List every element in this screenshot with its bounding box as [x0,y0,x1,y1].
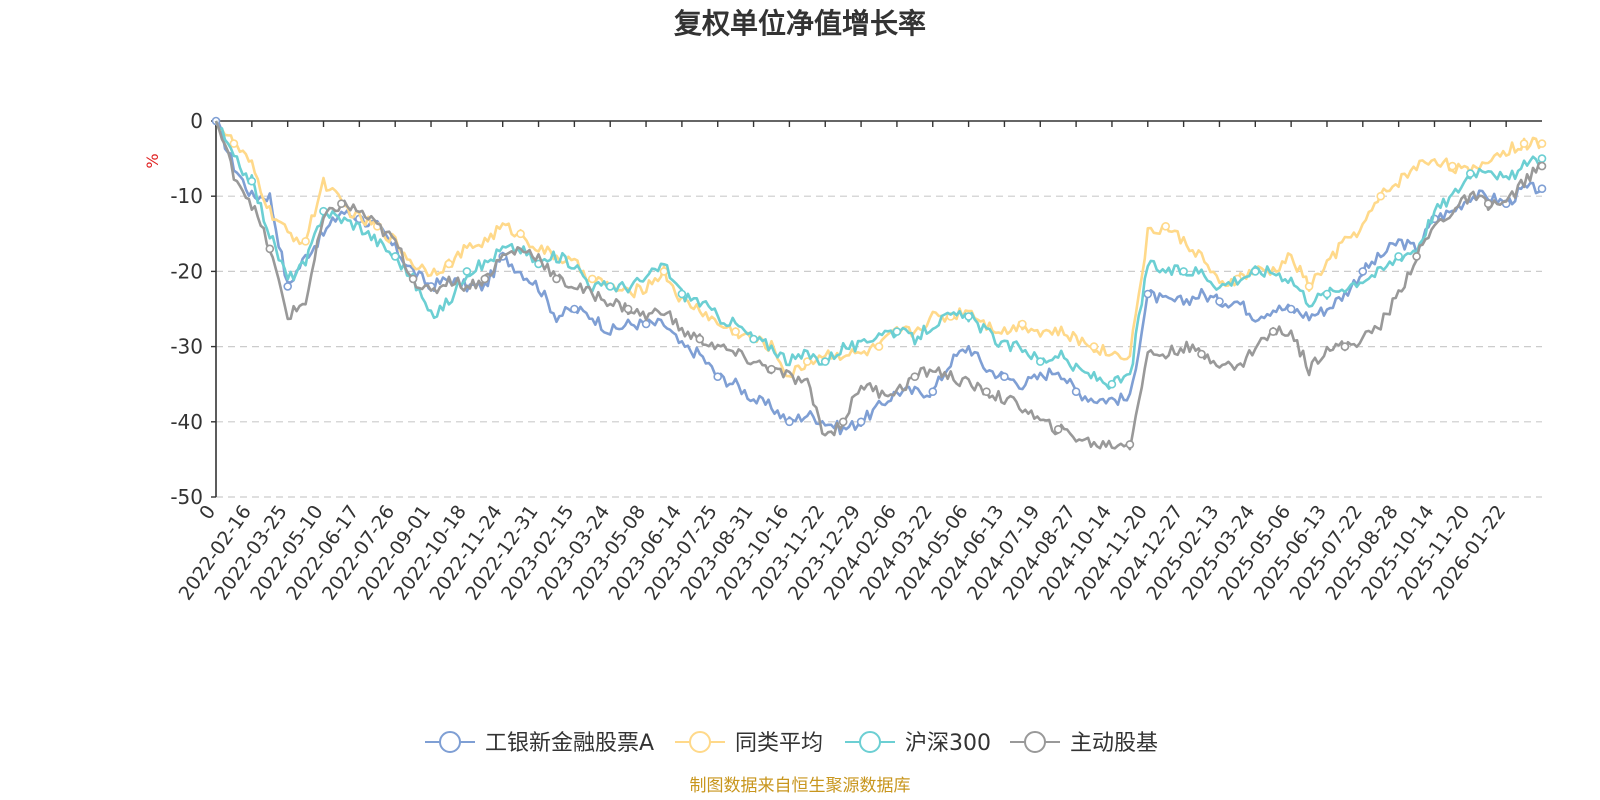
data-point [390,252,400,261]
legend-label: 同类平均 [735,731,823,756]
data-point [874,342,884,351]
data-point [1053,424,1063,434]
data-point [713,372,723,382]
data-point [480,274,490,284]
data-point [1143,289,1153,299]
data-point [1000,372,1009,382]
data-point [856,417,866,427]
data-point [408,274,418,284]
data-point [1161,222,1170,231]
source-note: 制图数据来自恒生聚源数据库 [690,776,911,796]
data-point [695,334,705,344]
data-point [1412,252,1421,261]
data-point [1215,297,1224,306]
chart-title: 复权单位净值增长率 [674,7,926,40]
data-point [1125,440,1135,449]
data-point [265,244,275,254]
data-point [1376,191,1385,201]
data-point [462,267,472,276]
y-axis-unit: % [143,153,162,168]
data-point [1304,282,1314,291]
y-tick-label: -30 [170,335,203,359]
data-point [1251,267,1260,276]
data-point [1197,349,1206,359]
data-point [1268,327,1278,336]
data-point [623,304,633,314]
data-point [910,372,920,382]
data-point [1537,139,1547,148]
legend[interactable]: 工银新金融股票A 同类平均 沪深300 主动股基 [425,731,1158,756]
data-point [1483,199,1493,208]
data-point [570,304,579,314]
legend-marker-icon [689,731,711,753]
series-lines [211,116,1547,451]
series-line [214,120,1543,451]
series-line [215,120,1543,436]
data-point [1036,357,1045,366]
data-point [1537,161,1547,171]
data-point [1286,304,1296,314]
series-line [214,120,1544,379]
legend-item[interactable]: 沪深300 [845,731,991,756]
data-point [229,139,239,148]
data-point [1179,267,1188,276]
data-point [1089,342,1099,351]
legend-item[interactable]: 同类平均 [675,731,823,756]
data-point [1358,267,1368,276]
data-point [1394,252,1403,261]
data-point [1071,387,1081,397]
data-point [247,176,257,186]
y-tick-label: 0 [190,109,203,133]
y-tick-label: -20 [170,259,203,283]
data-point [1322,289,1332,299]
data-point [1448,161,1457,171]
legend-item[interactable]: 工银新金融股票A [425,731,654,756]
data-point [516,229,525,239]
y-tick-label: -10 [170,184,203,208]
data-point [283,282,293,291]
legend-label: 主动股基 [1070,731,1158,756]
data-point [892,327,902,336]
data-point [785,417,794,427]
data-point [1519,139,1529,148]
data-point [587,274,597,284]
data-point [1018,319,1027,329]
data-point [677,289,687,299]
legend-label: 沪深300 [905,731,991,756]
data-point [659,267,669,276]
data-point [1107,379,1117,389]
data-point [641,319,651,329]
data-point [928,387,938,397]
data-point [802,357,812,366]
x-tick-label: 0 [195,501,220,524]
data-point [1537,184,1547,193]
series-line [214,120,1544,390]
data-point [337,199,346,208]
y-tick-label: -50 [170,485,203,509]
data-point [444,259,454,269]
axes: 0-10-20-30-40-5002022-02-162022-03-25202… [170,109,1542,604]
data-point [301,237,310,246]
data-point [982,387,991,397]
legend-marker-icon [439,731,461,753]
legend-item[interactable]: 主动股基 [1010,731,1158,756]
legend-label: 工银新金融股票A [485,731,654,756]
data-point [605,282,615,291]
data-point [749,334,758,344]
y-tick-label: -40 [170,410,203,434]
data-point [767,364,776,374]
data-point [964,312,973,321]
data-point [1466,169,1475,178]
data-point [552,274,561,284]
data-point [838,417,848,427]
data-point [820,357,830,366]
legend-marker-icon [1024,731,1046,753]
data-point [1340,342,1350,351]
data-point [731,327,740,336]
data-point [1537,154,1547,163]
legend-marker-icon [859,731,881,753]
